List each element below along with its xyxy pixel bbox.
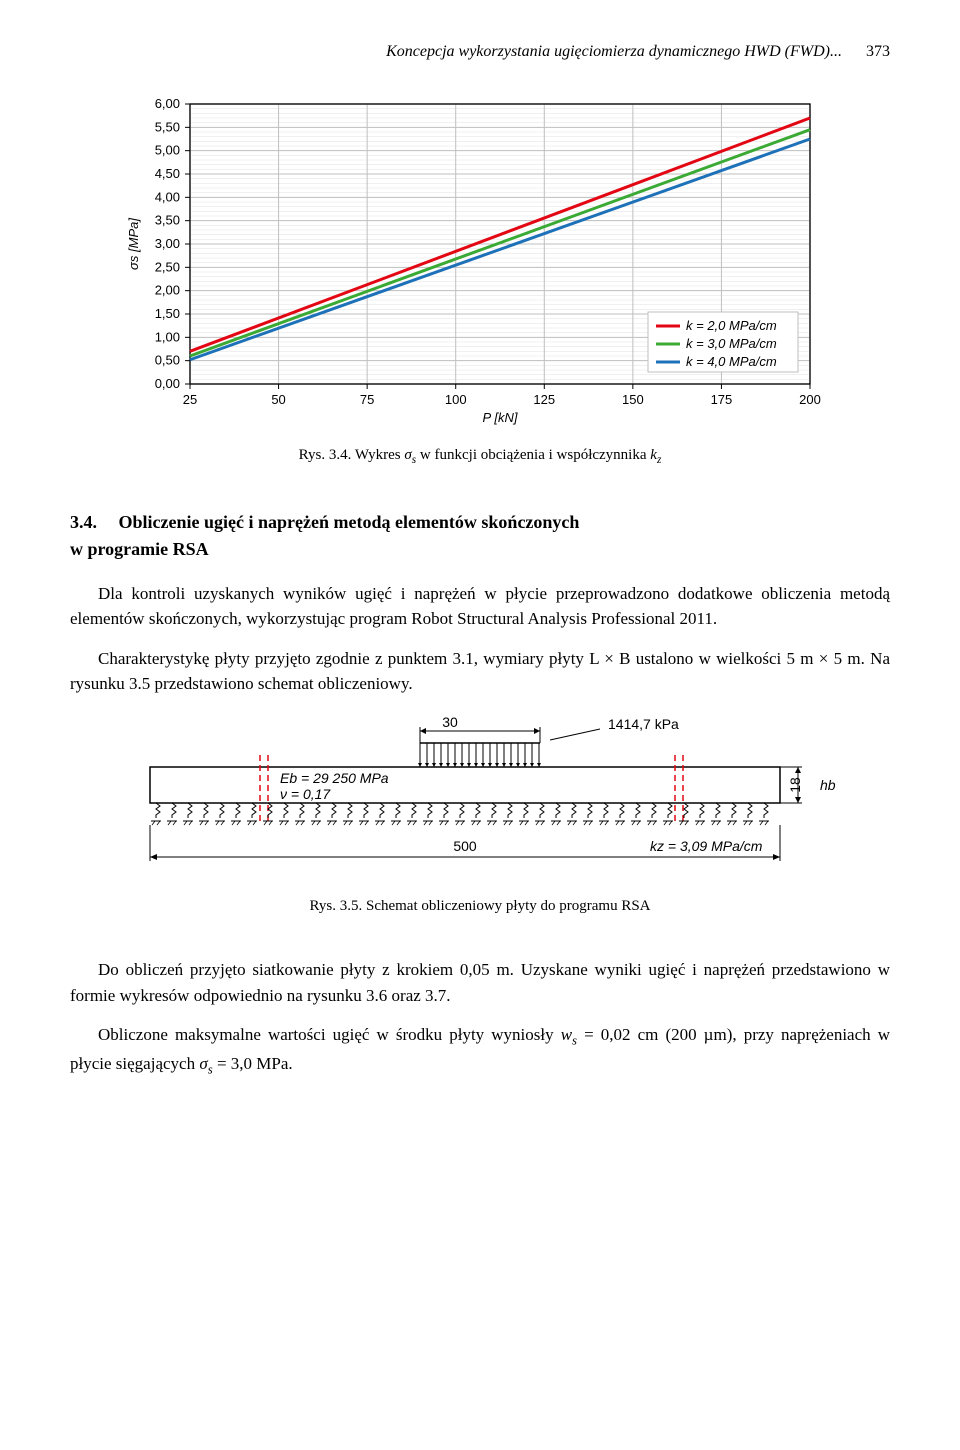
svg-text:150: 150: [622, 392, 644, 407]
svg-text:100: 100: [445, 392, 467, 407]
page-header: Koncepcja wykorzystania ugięciomierza dy…: [70, 40, 890, 64]
svg-text:4,00: 4,00: [155, 189, 180, 204]
svg-text:0,00: 0,00: [155, 376, 180, 391]
svg-text:25: 25: [183, 392, 197, 407]
svg-text:k = 4,0 MPa/cm: k = 4,0 MPa/cm: [686, 354, 777, 369]
para-3-4-1: Dla kontroli uzyskanych wyników ugięć i …: [70, 581, 890, 632]
svg-text:3,50: 3,50: [155, 213, 180, 228]
para-after-1: Do obliczeń przyjęto siatkowanie płyty z…: [70, 957, 890, 1008]
svg-text:0,50: 0,50: [155, 353, 180, 368]
svg-text:k = 3,0 MPa/cm: k = 3,0 MPa/cm: [686, 336, 777, 351]
svg-text:σs [MPa]: σs [MPa]: [126, 218, 141, 270]
svg-text:5,00: 5,00: [155, 143, 180, 158]
svg-text:2,50: 2,50: [155, 259, 180, 274]
svg-text:125: 125: [533, 392, 555, 407]
diagram-3-5-caption: Rys. 3.5. Schemat obliczeniowy płyty do …: [70, 895, 890, 918]
svg-text:1,00: 1,00: [155, 329, 180, 344]
para-3-4-2: Charakterystykę płyty przyjęto zgodnie z…: [70, 646, 890, 697]
svg-text:75: 75: [360, 392, 374, 407]
svg-text:50: 50: [271, 392, 285, 407]
svg-text:kz = 3,09 MPa/cm: kz = 3,09 MPa/cm: [650, 838, 763, 854]
chart-3-4-caption: Rys. 3.4. Wykres σs w funkcji obciążenia…: [70, 444, 890, 469]
line-chart-svg: 0,00 0,50 1,00 1,50 2,00 2,50 3,00 3,50 4,00 4,50…: [120, 94, 840, 434]
svg-text:5,50: 5,50: [155, 119, 180, 134]
svg-text:Eb = 29 250 MPa: Eb = 29 250 MPa: [280, 770, 389, 786]
svg-text:3,00: 3,00: [155, 236, 180, 251]
svg-text:k = 2,0 MPa/cm: k = 2,0 MPa/cm: [686, 318, 777, 333]
svg-text:18: 18: [787, 777, 803, 793]
svg-text:6,00: 6,00: [155, 96, 180, 111]
svg-text:2,00: 2,00: [155, 283, 180, 298]
svg-text:1,50: 1,50: [155, 306, 180, 321]
svg-text:200: 200: [799, 392, 821, 407]
section-number: 3.4.: [70, 509, 114, 536]
page-number: 373: [866, 43, 890, 60]
section-title: Obliczenie ugięć i naprężeń metodą eleme…: [70, 512, 579, 559]
svg-text:30: 30: [442, 717, 458, 730]
svg-text:175: 175: [711, 392, 733, 407]
svg-text:1414,7 kPa: 1414,7 kPa: [608, 717, 679, 732]
section-3-4-heading: 3.4. Obliczenie ugięć i naprężeń metodą …: [70, 509, 890, 563]
chart-3-4: 0,00 0,50 1,00 1,50 2,00 2,50 3,00 3,50 4,00 4,50…: [120, 94, 840, 434]
header-title: Koncepcja wykorzystania ugięciomierza dy…: [386, 43, 842, 60]
svg-text:ν = 0,17: ν = 0,17: [280, 786, 331, 802]
svg-text:4,50: 4,50: [155, 166, 180, 181]
beam-diagram-svg: 30 1414,7 kPa Eb = 29 250 MPaν = 0,17 500 kz…: [120, 717, 840, 887]
svg-text:500: 500: [453, 838, 477, 854]
para-after-2: Obliczone maksymalne wartości ugięć w śr…: [70, 1022, 890, 1079]
svg-text:hb: hb: [820, 777, 836, 793]
diagram-3-5: 30 1414,7 kPa Eb = 29 250 MPaν = 0,17 500 kz…: [120, 717, 840, 887]
svg-text:P [kN]: P [kN]: [483, 410, 518, 425]
